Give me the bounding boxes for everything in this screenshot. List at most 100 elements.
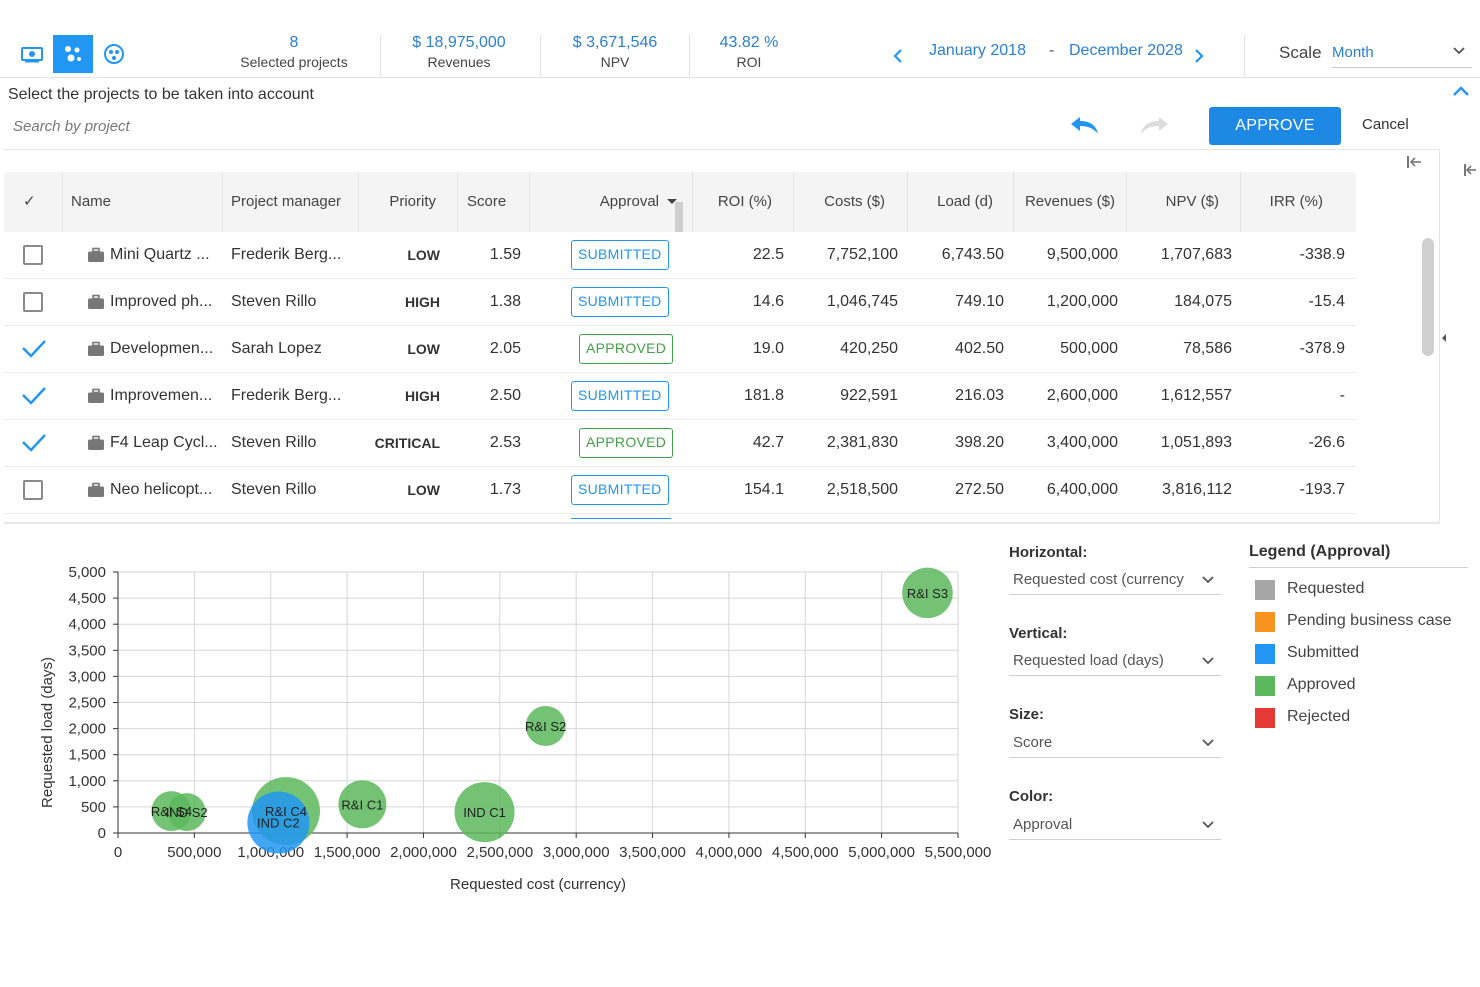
x-tick-label: 0 <box>114 844 122 861</box>
table-row[interactable]: Mini Quartz ... Frederik Berg... LOW 1.59 22… <box>4 232 1356 279</box>
table-row[interactable]: Improved ph... Steven Rillo HIGH 1.38 14.6 1,… <box>4 279 1356 326</box>
bubble <box>525 705 566 746</box>
kpi-npv: $ 3,671,546 NPV <box>550 33 680 71</box>
column-header-priority[interactable]: Priority <box>389 193 436 210</box>
cell-revenues: 6,400,000 <box>1046 481 1118 498</box>
status-badge[interactable]: APPROVED <box>579 428 674 458</box>
table-scrollbar[interactable] <box>1422 238 1434 356</box>
cell-revenues: 3,400,000 <box>1046 434 1118 451</box>
cell-name: Improved ph... <box>110 293 213 310</box>
column-header-irr[interactable]: IRR (%) <box>1269 193 1323 210</box>
cell-name: Developmen... <box>110 340 214 357</box>
table-row[interactable]: Developmen... Sarah Lopez LOW 2.05 19.0 420,2… <box>4 326 1356 373</box>
cell-priority: LOW <box>407 341 440 357</box>
top-bar: 8 Selected projects $ 18,975,000 Revenue… <box>0 0 1480 78</box>
money-view-button[interactable] <box>12 35 52 73</box>
cell-priority: LOW <box>407 247 440 263</box>
kpi-divider <box>380 34 381 78</box>
scatter-view-button[interactable] <box>53 35 93 73</box>
legend-label: Pending business case <box>1287 612 1452 629</box>
bubble-label: IND C2 <box>257 816 300 831</box>
x-axis-title: Requested cost (currency) <box>450 876 626 893</box>
row-checkbox[interactable] <box>23 245 43 265</box>
color-select[interactable]: Approval <box>1009 814 1221 840</box>
chevron-left-icon[interactable] <box>891 45 905 67</box>
undo-icon[interactable] <box>1068 113 1102 137</box>
horizontal-select[interactable]: Requested cost (currency <box>1009 569 1221 595</box>
panel-resize-handle[interactable] <box>1440 318 1448 358</box>
date-to[interactable]: December 2028 <box>1069 42 1183 59</box>
date-from[interactable]: January 2018 <box>929 42 1026 59</box>
column-header-load[interactable]: Load (d) <box>937 193 993 210</box>
status-badge[interactable]: APPROVED <box>579 334 674 364</box>
column-header-npv[interactable]: NPV ($) <box>1165 193 1219 210</box>
checkmark-icon[interactable] <box>21 385 47 407</box>
select-all-header[interactable]: ✓ <box>23 193 36 210</box>
header-divider <box>1244 34 1245 78</box>
status-badge[interactable]: SUBMITTED <box>571 240 669 270</box>
redo-icon[interactable] <box>1137 113 1171 137</box>
row-checkbox[interactable] <box>23 292 43 312</box>
column-header-name[interactable]: Name <box>71 193 112 210</box>
cell-manager: Sarah Lopez <box>231 340 322 357</box>
column-header-costs[interactable]: Costs ($) <box>824 193 885 210</box>
cell-roi: 19.0 <box>752 340 784 357</box>
table-row[interactable]: Neo helicopt... Steven Rillo LOW 1.73 154.1 2… <box>4 467 1356 514</box>
bubble <box>247 791 310 854</box>
search-input[interactable] <box>8 112 308 140</box>
kpi-divider <box>540 34 541 78</box>
chevron-up-icon[interactable] <box>1451 84 1471 98</box>
approve-button[interactable]: APPROVE <box>1209 107 1341 145</box>
checkmark-icon[interactable] <box>21 432 47 454</box>
cell-roi: 42.7 <box>752 434 784 451</box>
x-tick-label: 5,500,000 <box>925 844 992 861</box>
y-tick-label: 4,500 <box>68 590 106 607</box>
column-header-manager[interactable]: Project manager <box>231 193 342 210</box>
checkmark-icon[interactable] <box>21 338 47 360</box>
table-row[interactable]: F4 Leap Cycl... Steven Rillo CRITICAL 2.53 4… <box>4 420 1356 467</box>
status-badge[interactable]: SUBMITTED <box>571 287 669 317</box>
kpi-value: $ 3,671,546 <box>572 34 658 51</box>
chevron-down-icon <box>1202 739 1214 747</box>
y-tick-label: 2,000 <box>68 721 106 738</box>
globe-view-button[interactable] <box>94 35 134 73</box>
vertical-select[interactable]: Requested load (days) <box>1009 650 1221 676</box>
scale-label: Scale <box>1279 43 1322 62</box>
x-tick-label: 3,000,000 <box>543 844 610 861</box>
cell-npv: 78,586 <box>1183 340 1232 357</box>
size-label: Size: <box>1009 706 1045 723</box>
cell-priority: HIGH <box>405 294 440 310</box>
cell-priority: CRITICAL <box>374 435 440 451</box>
cell-score: 1.59 <box>489 246 521 263</box>
bubble <box>338 780 387 829</box>
cell-priority: LOW <box>407 482 440 498</box>
column-header-revenues[interactable]: Revenues ($) <box>1024 193 1115 210</box>
bubble-label: R&I S3 <box>907 586 948 601</box>
status-badge[interactable]: SUBMITTED <box>571 475 669 505</box>
chevron-right-icon[interactable] <box>1192 45 1206 67</box>
size-select[interactable]: Score <box>1009 732 1221 758</box>
column-header-approval[interactable]: Approval <box>599 193 659 210</box>
status-badge[interactable]: SUBMITTED <box>571 381 669 411</box>
row-checkbox[interactable] <box>23 480 43 500</box>
cell-npv: 3,816,112 <box>1162 481 1232 498</box>
cell-name: Neo helicopt... <box>110 481 213 498</box>
pin-left-icon[interactable] <box>1406 155 1422 169</box>
column-header-roi[interactable]: ROI (%) <box>717 193 772 210</box>
legend-label: Requested <box>1287 580 1365 597</box>
column-header-score[interactable]: Score <box>467 193 507 210</box>
y-tick-label: 1,000 <box>68 773 106 790</box>
kpi-roi: 43.82 % ROI <box>700 33 798 71</box>
cancel-button[interactable]: Cancel <box>1362 116 1409 133</box>
cell-costs: 2,518,500 <box>826 481 898 498</box>
scale-select[interactable]: Month <box>1332 40 1472 68</box>
column-divider <box>1013 172 1014 232</box>
pin-left-icon[interactable] <box>1463 163 1477 177</box>
column-resize-handle[interactable] <box>675 202 683 232</box>
table-row[interactable]: Improvemen... Frederik Berg... HIGH 2.50 181… <box>4 373 1356 420</box>
x-tick-label: 4,000,000 <box>696 844 763 861</box>
y-axis-title: Requested load (days) <box>39 657 56 808</box>
briefcase-icon <box>88 388 104 403</box>
sort-caret-icon[interactable] <box>667 199 677 204</box>
cell-costs: 420,250 <box>840 340 898 357</box>
